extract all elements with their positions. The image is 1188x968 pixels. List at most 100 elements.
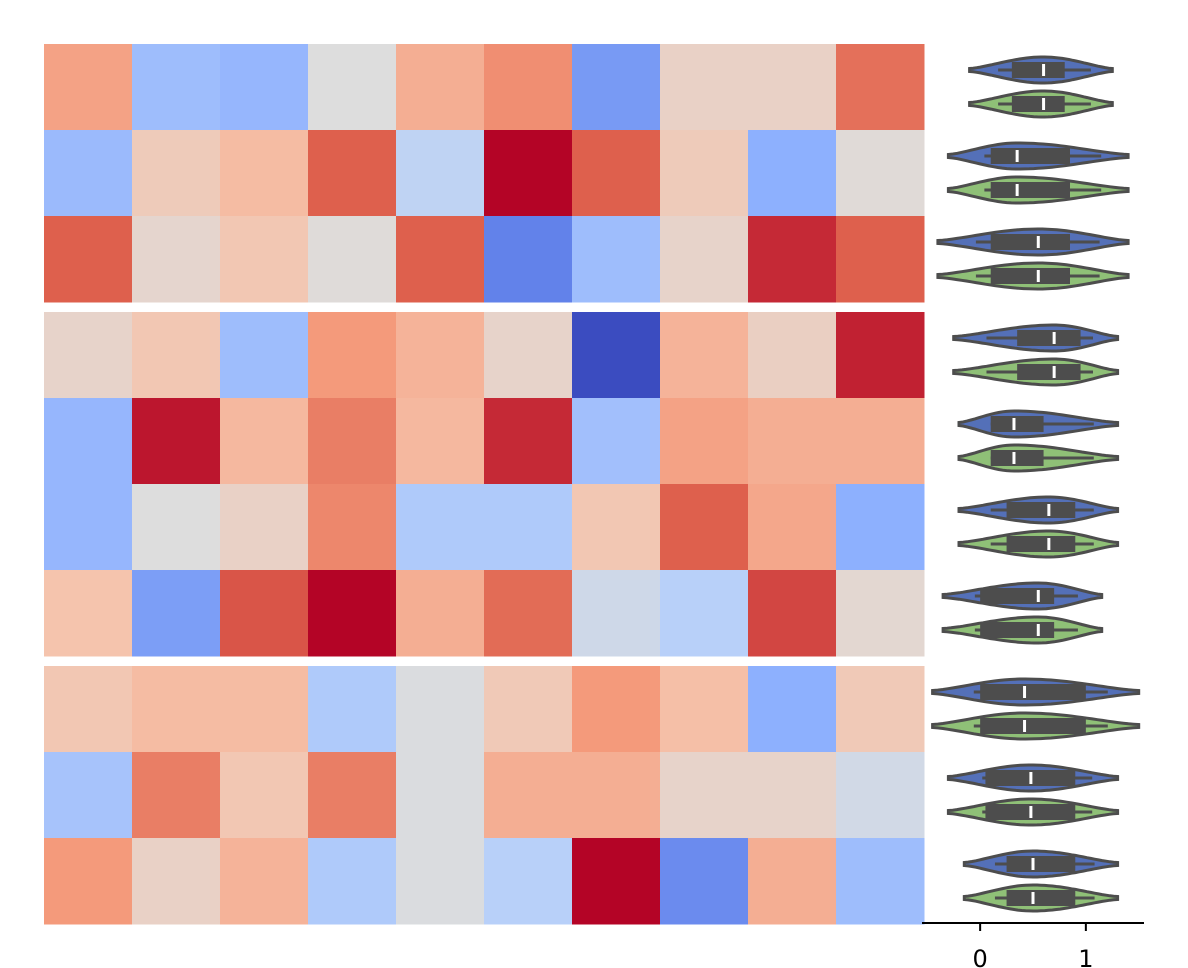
violin-panel — [931, 55, 1141, 913]
heatmap-cell — [220, 838, 309, 925]
x-tick-label-0: 0 — [973, 945, 988, 968]
heatmap-cell — [132, 666, 221, 753]
violin-box — [1017, 330, 1081, 346]
heatmap-cell — [748, 570, 837, 657]
violin-3-green — [952, 357, 1120, 387]
heatmap-cell — [836, 312, 925, 399]
heatmap-cell — [308, 484, 397, 571]
violin-1-green — [946, 175, 1130, 205]
heatmap-cell — [396, 838, 485, 925]
violin-box — [980, 718, 1086, 734]
heatmap-cell — [748, 484, 837, 571]
heatmap-cell — [748, 838, 837, 925]
violin-2-green — [936, 261, 1130, 291]
heatmap-cell — [132, 312, 221, 399]
heatmap — [44, 44, 925, 925]
heatmap-cell — [836, 216, 925, 303]
heatmap-cell — [220, 570, 309, 657]
violin-box — [990, 234, 1070, 250]
heatmap-cell — [220, 752, 309, 839]
heatmap-cell — [572, 44, 661, 131]
violin-x-axis: 0 1 — [922, 922, 1144, 968]
heatmap-cell — [220, 666, 309, 753]
heatmap-cell — [748, 216, 837, 303]
violin-box — [990, 450, 1044, 466]
heatmap-cell — [484, 484, 573, 571]
heatmap-cell — [132, 44, 221, 131]
heatmap-cell — [660, 666, 749, 753]
heatmap-cell — [572, 130, 661, 217]
heatmap-cell — [748, 130, 837, 217]
violin-4-blue — [957, 409, 1120, 439]
violin-5-blue — [957, 495, 1120, 525]
heatmap-cell — [484, 666, 573, 753]
heatmap-cell — [132, 838, 221, 925]
heatmap-cell — [308, 570, 397, 657]
violin-7-blue — [931, 677, 1141, 707]
heatmap-cell — [572, 216, 661, 303]
violin-box — [1006, 536, 1076, 552]
heatmap-cell — [836, 570, 925, 657]
heatmap-cell — [748, 752, 837, 839]
heatmap-cell — [748, 312, 837, 399]
heatmap-cell — [836, 484, 925, 571]
violin-box — [990, 148, 1070, 164]
heatmap-cell — [132, 484, 221, 571]
heatmap-cell — [836, 44, 925, 131]
heatmap-cell — [44, 666, 133, 753]
violin-box — [1017, 364, 1081, 380]
violin-0-blue — [968, 55, 1114, 85]
violin-2-blue — [936, 227, 1130, 257]
heatmap-cell — [396, 752, 485, 839]
heatmap-cell — [484, 398, 573, 485]
heatmap-cell — [308, 752, 397, 839]
heatmap-cell — [660, 398, 749, 485]
heatmap-cell — [132, 130, 221, 217]
heatmap-cell — [748, 666, 837, 753]
heatmap-cell — [396, 666, 485, 753]
heatmap-cell — [660, 484, 749, 571]
heatmap-cell — [44, 570, 133, 657]
violin-7-green — [931, 711, 1141, 741]
violin-box — [990, 182, 1070, 198]
violin-box — [990, 268, 1070, 284]
violin-8-green — [946, 797, 1120, 827]
heatmap-cell — [308, 666, 397, 753]
violin-box — [1011, 96, 1065, 112]
heatmap-cell — [660, 838, 749, 925]
heatmap-cell — [44, 752, 133, 839]
violin-4-green — [957, 443, 1120, 473]
heatmap-cell — [572, 838, 661, 925]
heatmap-group-2 — [44, 666, 925, 925]
heatmap-cell — [484, 752, 573, 839]
violin-box — [1011, 62, 1065, 78]
heatmap-cell — [44, 216, 133, 303]
heatmap-cell — [660, 312, 749, 399]
heatmap-cell — [572, 752, 661, 839]
violin-box — [1006, 890, 1076, 906]
violin-9-blue — [962, 849, 1120, 879]
heatmap-cell — [220, 398, 309, 485]
heatmap-cell — [660, 44, 749, 131]
heatmap-cell — [44, 130, 133, 217]
heatmap-cell — [308, 216, 397, 303]
heatmap-cell — [836, 398, 925, 485]
x-tick-label-1: 1 — [1078, 945, 1093, 968]
heatmap-cell — [484, 130, 573, 217]
heatmap-cell — [220, 216, 309, 303]
heatmap-cell — [836, 130, 925, 217]
violin-box — [980, 684, 1086, 700]
heatmap-cell — [220, 44, 309, 131]
heatmap-cell — [396, 312, 485, 399]
heatmap-cell — [132, 398, 221, 485]
heatmap-cell — [220, 312, 309, 399]
heatmap-cell — [484, 838, 573, 925]
heatmap-cell — [308, 312, 397, 399]
heatmap-cell — [660, 130, 749, 217]
heatmap-cell — [396, 130, 485, 217]
violin-0-green — [968, 89, 1114, 119]
heatmap-cell — [484, 312, 573, 399]
heatmap-cell — [308, 398, 397, 485]
heatmap-cell — [572, 570, 661, 657]
